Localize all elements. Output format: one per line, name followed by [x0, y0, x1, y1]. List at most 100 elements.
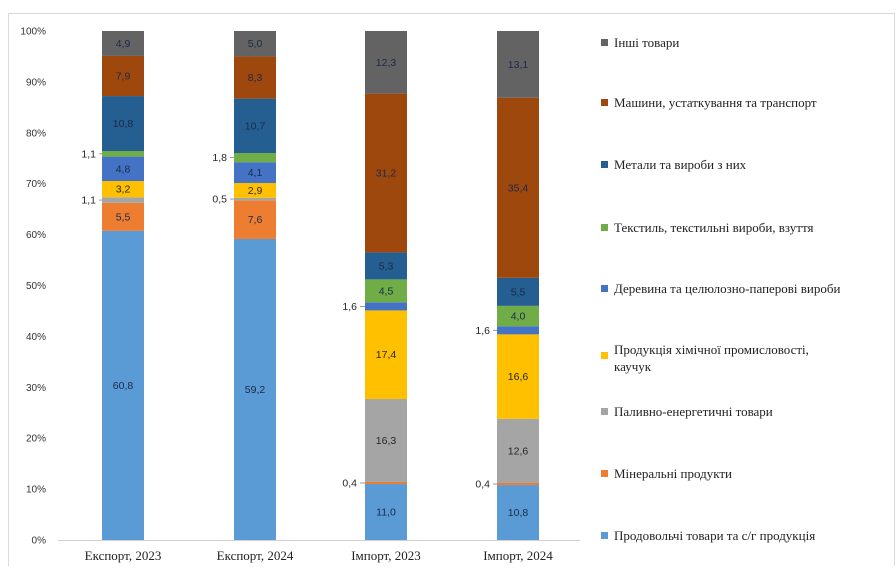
bar-segment: [365, 31, 407, 94]
data-label: 10,8: [508, 507, 529, 519]
y-tick-label: 90%: [26, 77, 46, 88]
bar-segment: [102, 181, 144, 198]
legend-label: Продукція хімічної промисловості, каучук: [614, 342, 809, 374]
bar-segment: [365, 310, 407, 400]
legend-swatch: [601, 224, 608, 231]
bar-segment: [102, 156, 144, 182]
bar-segment: [234, 98, 276, 154]
legend-swatch: [601, 408, 608, 415]
bar-segment: [102, 151, 144, 157]
bar-segment: [102, 96, 144, 152]
data-label: 1,8: [212, 152, 227, 164]
legend-label: Продовольчі товари та с/г продукція: [614, 528, 815, 543]
data-label: 7,9: [116, 71, 131, 83]
data-label: 4,8: [116, 163, 131, 175]
data-label: 5,5: [116, 211, 131, 223]
bar-segment: [497, 418, 539, 483]
bar-segment: [365, 484, 407, 540]
data-label: 11,0: [376, 507, 396, 519]
y-tick-label: 30%: [26, 383, 46, 394]
bar-segment: [497, 31, 539, 98]
bar-segment: [497, 305, 539, 327]
data-label: 13,1: [508, 59, 529, 71]
data-label: 12,6: [508, 445, 529, 457]
data-label: 16,6: [508, 371, 529, 383]
legend-swatch: [601, 532, 608, 539]
legend-swatch: [601, 470, 608, 477]
data-label: 4,1: [248, 167, 263, 179]
legend-label: Інші товари: [614, 35, 679, 50]
y-tick-label: 70%: [26, 179, 46, 190]
y-tick-label: 80%: [26, 128, 46, 139]
bar-segment: [365, 279, 407, 303]
data-label: 1,1: [81, 195, 96, 207]
legend-label: Машини, устаткування та транспорт: [614, 95, 817, 110]
legend-label: Текстиль, текстильні вироби, взуття: [614, 220, 813, 235]
category-label: Експорт, 2023: [85, 548, 162, 563]
data-label: 5,0: [248, 38, 263, 50]
data-label: 59,2: [245, 384, 266, 396]
data-label: 10,8: [113, 118, 134, 130]
bar-segment: [234, 153, 276, 163]
data-label: 2,9: [248, 185, 263, 197]
legend-swatch: [601, 99, 608, 106]
bar-segment: [102, 230, 144, 540]
data-label: 1,6: [475, 325, 490, 337]
bar-segment: [365, 399, 407, 482]
y-tick-label: 100%: [20, 27, 46, 38]
bar-segment: [102, 197, 144, 203]
bar-segment: [102, 31, 144, 56]
bar-segment: [234, 238, 276, 540]
data-label: 1,1: [81, 148, 96, 160]
data-label: 0,4: [342, 477, 357, 489]
bar-segment: [497, 277, 539, 306]
y-tick-label: 20%: [26, 434, 46, 445]
bar-segment: [102, 202, 144, 231]
bar-segment: [102, 55, 144, 97]
data-label: 0,5: [212, 194, 227, 206]
y-tick-label: 0%: [32, 536, 47, 547]
data-label: 8,3: [248, 72, 263, 84]
bar-segment: [365, 252, 407, 280]
bar-segment: [497, 326, 539, 335]
bar-segment: [234, 31, 276, 57]
legend-swatch: [601, 285, 608, 292]
legend-swatch: [601, 161, 608, 168]
bar-segment: [365, 481, 407, 485]
data-label: 10,7: [245, 120, 266, 132]
bar-segment: [497, 97, 539, 278]
chart-frame: [8, 13, 895, 571]
y-tick-label: 10%: [26, 485, 46, 496]
data-label: 3,2: [116, 184, 131, 196]
data-label: 31,2: [376, 168, 397, 180]
legend-label: Мінеральні продукти: [614, 466, 732, 481]
bar-segment: [234, 183, 276, 198]
bar-segment: [234, 197, 276, 201]
data-label: 7,6: [248, 214, 263, 226]
data-label: 35,4: [508, 182, 529, 194]
legend-label: Паливно-енергетичні товари: [614, 404, 773, 419]
bar-segment: [234, 200, 276, 239]
data-label: 60,8: [113, 380, 134, 392]
bar-segment: [365, 302, 407, 311]
data-label: 4,5: [379, 285, 394, 297]
data-label: 5,5: [511, 286, 526, 298]
category-label: Експорт, 2024: [217, 548, 294, 563]
bar-segment: [497, 334, 539, 419]
legend-swatch: [601, 39, 608, 46]
y-tick-label: 50%: [26, 281, 46, 292]
bar-segment: [497, 485, 539, 540]
data-label: 4,0: [511, 311, 526, 323]
category-label: Імпорт, 2023: [351, 548, 421, 563]
bar-segment: [497, 482, 539, 486]
y-tick-label: 60%: [26, 230, 46, 241]
data-label: 0,4: [475, 479, 490, 491]
category-label: Імпорт, 2024: [483, 548, 553, 563]
legend-swatch: [601, 352, 608, 359]
data-label: 12,3: [376, 57, 397, 69]
data-label: 5,3: [379, 260, 394, 272]
bar-segment: [365, 93, 407, 253]
bar-segment: [234, 56, 276, 99]
